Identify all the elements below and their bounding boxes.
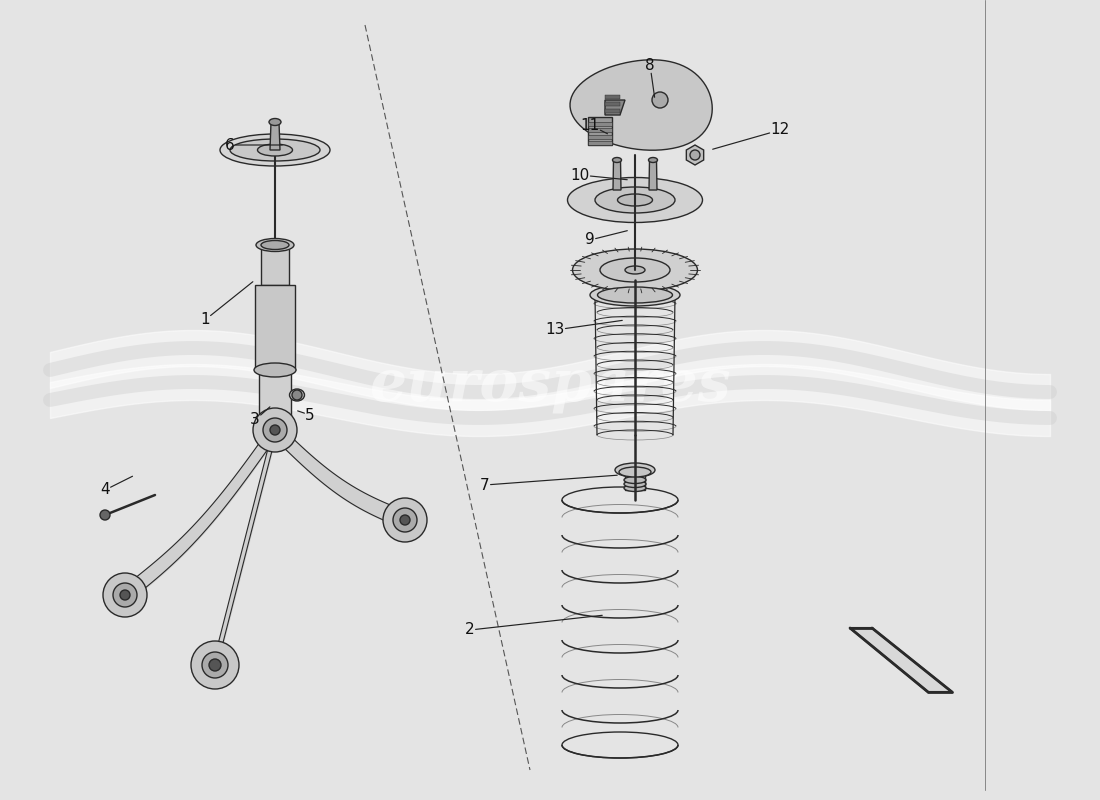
Ellipse shape bbox=[624, 485, 646, 491]
Text: 1: 1 bbox=[200, 282, 253, 327]
Circle shape bbox=[191, 641, 239, 689]
Polygon shape bbox=[613, 160, 621, 190]
Text: 8: 8 bbox=[646, 58, 654, 98]
Polygon shape bbox=[588, 141, 612, 145]
Ellipse shape bbox=[568, 178, 703, 222]
Circle shape bbox=[202, 652, 228, 678]
Ellipse shape bbox=[230, 139, 320, 161]
Polygon shape bbox=[605, 109, 620, 113]
Text: eurospares: eurospares bbox=[370, 357, 730, 414]
Circle shape bbox=[690, 150, 700, 160]
Text: 12: 12 bbox=[713, 122, 790, 150]
Ellipse shape bbox=[619, 467, 651, 477]
Ellipse shape bbox=[289, 389, 305, 401]
Ellipse shape bbox=[590, 284, 680, 306]
Polygon shape bbox=[258, 370, 292, 430]
Ellipse shape bbox=[625, 266, 645, 274]
Polygon shape bbox=[625, 470, 645, 490]
Ellipse shape bbox=[257, 144, 293, 156]
Text: 2: 2 bbox=[465, 615, 602, 638]
Text: 6: 6 bbox=[226, 138, 283, 153]
Circle shape bbox=[113, 583, 138, 607]
Polygon shape bbox=[261, 245, 289, 285]
Polygon shape bbox=[588, 128, 612, 132]
Circle shape bbox=[383, 498, 427, 542]
Polygon shape bbox=[605, 100, 625, 115]
Ellipse shape bbox=[624, 481, 646, 487]
Circle shape bbox=[393, 508, 417, 532]
Ellipse shape bbox=[617, 194, 652, 206]
Ellipse shape bbox=[270, 118, 280, 126]
Polygon shape bbox=[588, 117, 612, 145]
Text: 10: 10 bbox=[571, 167, 627, 182]
Circle shape bbox=[100, 510, 110, 520]
Ellipse shape bbox=[261, 241, 289, 250]
Polygon shape bbox=[850, 628, 952, 692]
Ellipse shape bbox=[220, 134, 330, 166]
Circle shape bbox=[209, 659, 221, 671]
Polygon shape bbox=[570, 60, 713, 150]
Polygon shape bbox=[270, 122, 280, 150]
Text: 7: 7 bbox=[481, 475, 617, 493]
Polygon shape bbox=[649, 160, 657, 190]
Circle shape bbox=[652, 92, 668, 108]
Circle shape bbox=[292, 390, 302, 400]
Text: 3: 3 bbox=[250, 407, 270, 427]
Polygon shape bbox=[255, 285, 295, 370]
Ellipse shape bbox=[600, 258, 670, 282]
Ellipse shape bbox=[649, 158, 658, 162]
Circle shape bbox=[103, 573, 147, 617]
Polygon shape bbox=[588, 122, 612, 126]
Ellipse shape bbox=[597, 287, 672, 303]
Text: 9: 9 bbox=[585, 230, 627, 247]
Ellipse shape bbox=[256, 238, 294, 251]
Ellipse shape bbox=[624, 477, 646, 483]
Circle shape bbox=[400, 515, 410, 525]
Circle shape bbox=[270, 425, 280, 435]
Ellipse shape bbox=[613, 158, 621, 162]
Circle shape bbox=[263, 418, 287, 442]
Circle shape bbox=[253, 408, 297, 452]
Polygon shape bbox=[605, 102, 620, 106]
Text: 11: 11 bbox=[581, 118, 607, 134]
Polygon shape bbox=[605, 95, 620, 99]
Text: 4: 4 bbox=[100, 476, 132, 498]
Ellipse shape bbox=[572, 249, 697, 291]
Polygon shape bbox=[588, 134, 612, 138]
Circle shape bbox=[120, 590, 130, 600]
Polygon shape bbox=[686, 145, 704, 165]
Ellipse shape bbox=[254, 363, 296, 377]
Ellipse shape bbox=[615, 463, 654, 477]
Text: 5: 5 bbox=[298, 407, 315, 422]
Ellipse shape bbox=[595, 187, 675, 213]
Text: 13: 13 bbox=[546, 320, 623, 338]
Ellipse shape bbox=[258, 425, 292, 435]
